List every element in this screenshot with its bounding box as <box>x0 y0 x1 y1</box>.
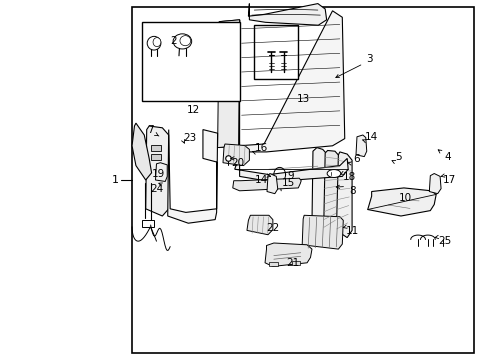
Polygon shape <box>132 123 151 180</box>
Polygon shape <box>428 174 440 194</box>
Text: 12: 12 <box>186 105 200 115</box>
Text: 3: 3 <box>365 54 372 64</box>
Polygon shape <box>266 174 277 194</box>
Polygon shape <box>336 152 351 238</box>
Ellipse shape <box>173 34 191 49</box>
Text: 21: 21 <box>285 258 299 268</box>
Text: 4: 4 <box>443 152 450 162</box>
Polygon shape <box>145 126 168 216</box>
Polygon shape <box>219 20 239 148</box>
Bar <box>142 220 154 227</box>
Bar <box>150 154 161 160</box>
Text: 11: 11 <box>345 226 358 236</box>
Text: 17: 17 <box>442 175 456 185</box>
Text: 19: 19 <box>151 168 164 179</box>
Bar <box>292 261 299 265</box>
Bar <box>132 7 473 353</box>
Text: 1: 1 <box>111 175 118 185</box>
Text: 25: 25 <box>437 236 451 246</box>
Polygon shape <box>355 135 366 157</box>
Ellipse shape <box>180 36 190 46</box>
Text: 2: 2 <box>170 36 177 46</box>
Bar <box>254 25 298 79</box>
Polygon shape <box>223 144 249 166</box>
Ellipse shape <box>147 36 161 50</box>
Polygon shape <box>302 215 343 249</box>
Polygon shape <box>246 215 272 235</box>
Text: 9: 9 <box>287 171 294 181</box>
Text: 8: 8 <box>348 186 355 196</box>
Text: 13: 13 <box>296 94 309 104</box>
Polygon shape <box>367 188 435 216</box>
Bar <box>150 145 161 151</box>
Polygon shape <box>234 155 347 182</box>
Text: 23: 23 <box>183 132 196 143</box>
Polygon shape <box>167 130 217 223</box>
Text: 15: 15 <box>281 178 295 188</box>
Text: 18: 18 <box>342 172 356 182</box>
Text: 24: 24 <box>149 184 163 194</box>
Bar <box>268 262 277 266</box>
Text: 14: 14 <box>254 175 268 185</box>
Polygon shape <box>232 178 301 191</box>
Polygon shape <box>264 243 311 266</box>
Polygon shape <box>238 11 344 152</box>
Polygon shape <box>311 148 327 230</box>
Text: 6: 6 <box>353 154 360 164</box>
Text: 22: 22 <box>265 222 279 233</box>
Ellipse shape <box>153 38 161 47</box>
Polygon shape <box>155 163 167 181</box>
Text: 20: 20 <box>231 158 244 168</box>
Polygon shape <box>217 20 239 148</box>
Polygon shape <box>323 150 339 234</box>
Text: 16: 16 <box>254 143 268 153</box>
Text: 10: 10 <box>399 193 411 203</box>
Bar <box>142 22 239 101</box>
Text: 7: 7 <box>147 125 154 135</box>
Text: 5: 5 <box>394 152 401 162</box>
Text: 14: 14 <box>364 132 378 142</box>
Polygon shape <box>248 4 326 25</box>
Ellipse shape <box>326 170 340 177</box>
